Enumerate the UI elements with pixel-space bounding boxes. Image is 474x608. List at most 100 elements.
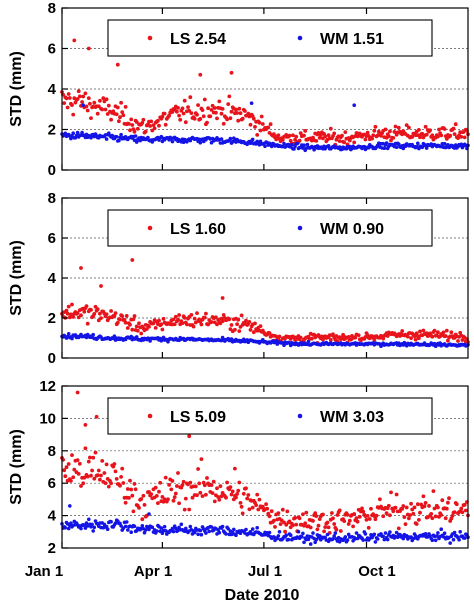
y-tick-label: 2 (48, 310, 56, 327)
y-tick-label: 0 (48, 162, 56, 179)
ls-point (210, 491, 215, 495)
ls-point (215, 322, 219, 327)
ls-point (218, 484, 223, 488)
wm-point (363, 532, 368, 536)
wm-point (90, 522, 94, 527)
wm-point (204, 531, 208, 535)
wm-point (448, 541, 453, 545)
ls-point (396, 125, 401, 130)
wm-point (306, 537, 311, 542)
ls-point (342, 519, 347, 523)
ls-point (211, 479, 216, 484)
wm-legend-label: WM 1.51 (320, 31, 384, 48)
ls-point (276, 133, 281, 138)
ls-point (64, 308, 69, 313)
ls-point (452, 132, 457, 137)
y-axis-title: STD (mm) (8, 240, 25, 316)
ls-point (129, 487, 134, 492)
ls-point (308, 525, 313, 530)
ls-point (141, 493, 146, 498)
ls-point (70, 302, 74, 307)
wm-point (123, 524, 128, 529)
ls-point (66, 304, 71, 309)
ls-point (122, 317, 127, 322)
ls-point (311, 519, 315, 523)
ls-point (205, 120, 209, 125)
wm-point (228, 136, 233, 141)
ls-point (237, 106, 242, 111)
y-tick-label: 6 (48, 230, 56, 247)
ls-point (413, 337, 418, 342)
wm-point (306, 339, 311, 344)
ls-point (430, 133, 435, 138)
ls-point (304, 510, 309, 515)
ls-point (67, 315, 72, 320)
ls-point (272, 132, 276, 137)
ls-point (365, 514, 370, 518)
ls-point (283, 529, 287, 534)
ls-point (294, 522, 299, 527)
wm-point (217, 530, 222, 535)
ls-point (96, 468, 101, 473)
wm-point (282, 141, 286, 146)
y-tick-label: 8 (48, 0, 56, 17)
ls-point (64, 465, 69, 470)
ls-point (303, 521, 308, 526)
ls-point (83, 446, 88, 451)
ls-point (238, 501, 243, 505)
ls-point (202, 483, 207, 488)
ls-point (240, 511, 245, 516)
wm-point (352, 103, 357, 107)
ls-point (429, 512, 434, 516)
ls-point (440, 498, 445, 503)
wm-point (124, 520, 129, 524)
ls-point (175, 484, 179, 488)
wm-point (424, 146, 429, 150)
ls-point (200, 494, 205, 498)
ls-point (173, 314, 178, 319)
wm-point (300, 535, 304, 539)
ls-point (447, 496, 451, 501)
ls-point (233, 327, 237, 332)
x-tick-label: Jul 1 (248, 563, 282, 580)
ls-point (430, 516, 435, 521)
ls-point (437, 127, 441, 132)
legend: LS 5.09 WM 3.03 (107, 397, 433, 435)
wm-point (277, 530, 282, 534)
ls-point (93, 304, 98, 309)
ls-point (412, 505, 417, 510)
chart-panel-1: 0 2 4 6 8 STD (mm) LS 2.54 WM 1.51 (8, 0, 470, 179)
ls-point (98, 98, 102, 103)
wm-point (209, 525, 214, 529)
wm-point (308, 542, 313, 546)
ls-point (309, 336, 314, 341)
ls-point (215, 486, 219, 491)
ls-point (167, 113, 172, 118)
ls-point (178, 117, 183, 122)
wm-point (423, 532, 428, 536)
wm-point (323, 535, 328, 540)
ls-point (378, 497, 382, 502)
ls-point (185, 322, 189, 327)
ls-point (112, 462, 117, 466)
chart-panel-3: 2 4 6 8 10 12 STD (mm) LS 5.09 WM 3.03 (8, 378, 470, 557)
wm-point (146, 135, 150, 140)
ls-point (381, 514, 386, 519)
ls-point (104, 97, 109, 102)
ls-point (67, 96, 72, 100)
ls-point (70, 453, 74, 457)
ls-point (69, 479, 73, 483)
ls-point (264, 502, 268, 506)
wm-point (325, 532, 330, 537)
ls-point (410, 135, 415, 139)
ls-point (446, 500, 450, 505)
ls-point (439, 133, 444, 138)
ls-point (83, 91, 88, 96)
ls-point (449, 330, 454, 335)
ls-point (157, 489, 161, 494)
ls-point (393, 505, 398, 510)
wm-point (435, 534, 439, 538)
wm-point (388, 530, 392, 534)
ls-point (400, 507, 405, 511)
ls-point (352, 512, 357, 516)
